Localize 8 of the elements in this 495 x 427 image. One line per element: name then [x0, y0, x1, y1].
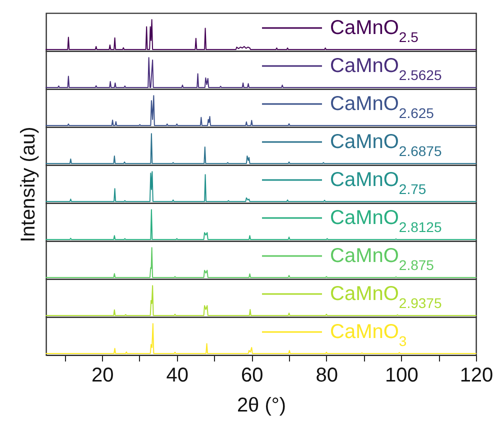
x-tick-label: 80 — [316, 364, 338, 386]
x-axis-title: 2θ (°) — [236, 394, 286, 416]
x-tick-label: 40 — [166, 364, 188, 386]
x-tick-label: 120 — [460, 364, 494, 386]
x-tick-label: 20 — [91, 364, 114, 386]
y-axis-title: Intensity (au) — [18, 126, 40, 242]
x-tick-label: 60 — [241, 364, 264, 386]
x-tick-label: 100 — [385, 364, 418, 386]
